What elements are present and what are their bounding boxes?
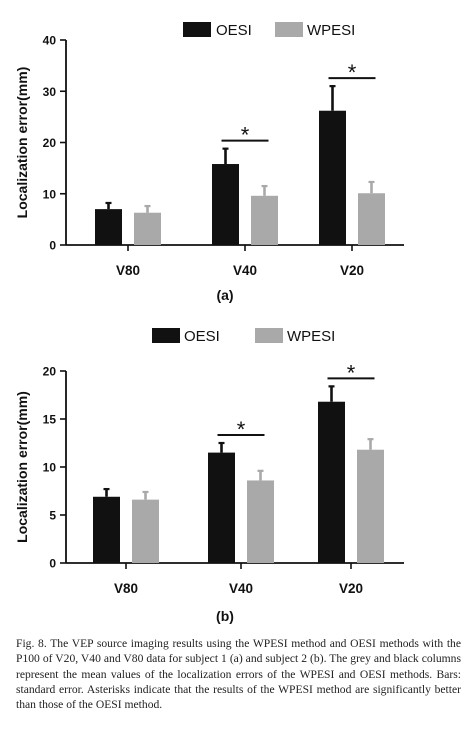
x-tick-label-v80: V80 — [116, 263, 140, 278]
legend-label-oesi: OESI — [184, 328, 220, 345]
legend-swatch-wpesi — [255, 328, 283, 343]
legend-label-wpesi: WPESI — [287, 328, 335, 345]
y-tick-label-20: 20 — [43, 136, 57, 150]
legend-swatch-oesi — [183, 22, 211, 37]
oesi-bar-v40 — [212, 164, 239, 245]
y-tick-label-15: 15 — [43, 413, 57, 427]
significance-star-v40: * — [241, 123, 250, 148]
significance-star-v40: * — [237, 417, 246, 442]
x-tick-label-v20: V20 — [340, 263, 364, 278]
y-tick-label-40: 40 — [43, 34, 57, 48]
oesi-bar-v80 — [95, 209, 122, 245]
x-tick-label-v80: V80 — [114, 581, 138, 596]
y-tick-label-0: 0 — [49, 557, 56, 571]
legend-swatch-wpesi — [275, 22, 303, 37]
y-tick-label-20: 20 — [43, 365, 57, 379]
significance-star-v20: * — [347, 360, 356, 385]
oesi-bar-v20 — [318, 401, 345, 563]
x-tick-label-v40: V40 — [229, 581, 253, 596]
panel-label: (b) — [216, 608, 234, 624]
wpesi-bar-v40 — [247, 480, 274, 563]
x-tick-label-v20: V20 — [339, 581, 363, 596]
wpesi-bar-v80 — [132, 499, 159, 563]
x-tick-label-v40: V40 — [233, 263, 257, 278]
wpesi-bar-v80 — [134, 212, 161, 245]
y-tick-label-10: 10 — [43, 187, 57, 201]
wpesi-bar-v40 — [251, 195, 278, 245]
chart-b: OESI WPESI 0 5 10 15 20 Localization error(mm) V… — [14, 328, 404, 624]
oesi-bar-v40 — [208, 452, 235, 563]
y-axis-title: Localization error(mm) — [14, 67, 30, 219]
figure-caption: Fig. 8. The VEP source imaging results u… — [16, 637, 461, 712]
oesi-bar-v20 — [319, 110, 346, 245]
oesi-bar-v80 — [93, 496, 120, 563]
y-tick-label-0: 0 — [49, 239, 56, 253]
legend-label-wpesi: WPESI — [307, 22, 355, 39]
y-tick-label-30: 30 — [43, 85, 57, 99]
legend-swatch-oesi — [152, 328, 180, 343]
chart-a: OESI WPESI 0 10 20 30 40 Localization error(mm)… — [14, 22, 404, 303]
panel-label: (a) — [216, 287, 233, 303]
y-axis-title: Localization error(mm) — [14, 391, 30, 543]
y-tick-label-10: 10 — [43, 461, 57, 475]
y-tick-label-5: 5 — [49, 509, 56, 523]
legend-label-oesi: OESI — [216, 22, 252, 39]
significance-star-v20: * — [348, 60, 357, 85]
wpesi-bar-v20 — [357, 449, 384, 563]
wpesi-bar-v20 — [358, 193, 385, 245]
